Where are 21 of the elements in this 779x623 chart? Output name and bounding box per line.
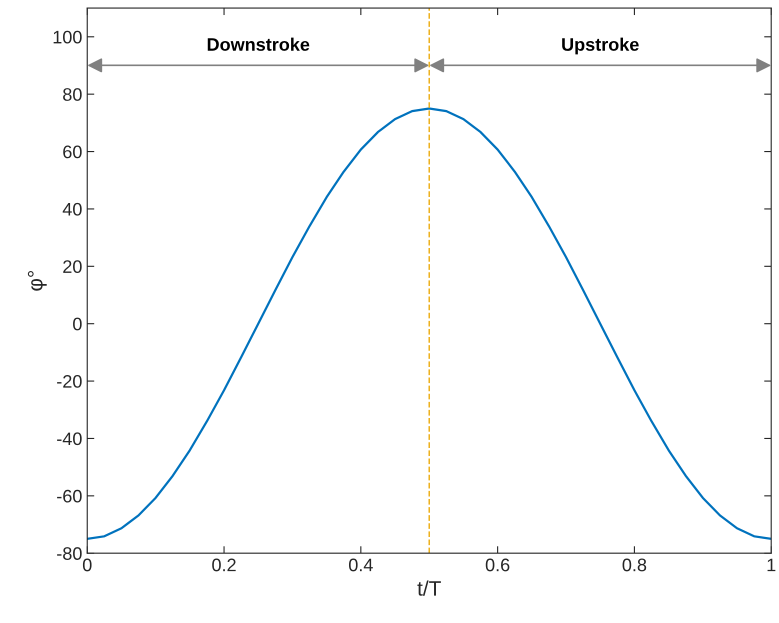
y-axis-title: φ° [28, 270, 47, 291]
x-axis-title: t/T [417, 580, 441, 596]
y-tick-label: 0 [73, 318, 82, 330]
y-tick-label: 100 [54, 30, 82, 44]
x-tick-label: 0.6 [486, 558, 510, 572]
y-tick-label: -40 [57, 432, 82, 446]
x-tick-label: 0.2 [212, 558, 236, 572]
y-tick-label: 60 [63, 145, 82, 158]
y-tick-label: 20 [63, 260, 82, 274]
x-tick-label: 0 [82, 558, 92, 572]
y-tick-label: -60 [57, 490, 82, 503]
annotation: Downstroke [208, 38, 310, 51]
annotation: Upstroke [562, 38, 639, 54]
y-tick-label: -20 [57, 375, 82, 388]
y-tick-label: -80 [57, 547, 82, 560]
x-tick-label: 0.8 [622, 558, 646, 572]
line-series [87, 107, 772, 540]
y-tick-label: 40 [62, 202, 82, 216]
y-tick-label: 80 [63, 88, 82, 101]
x-tick-label: 0.4 [348, 558, 373, 572]
x-tick-label: 1 [768, 558, 776, 572]
